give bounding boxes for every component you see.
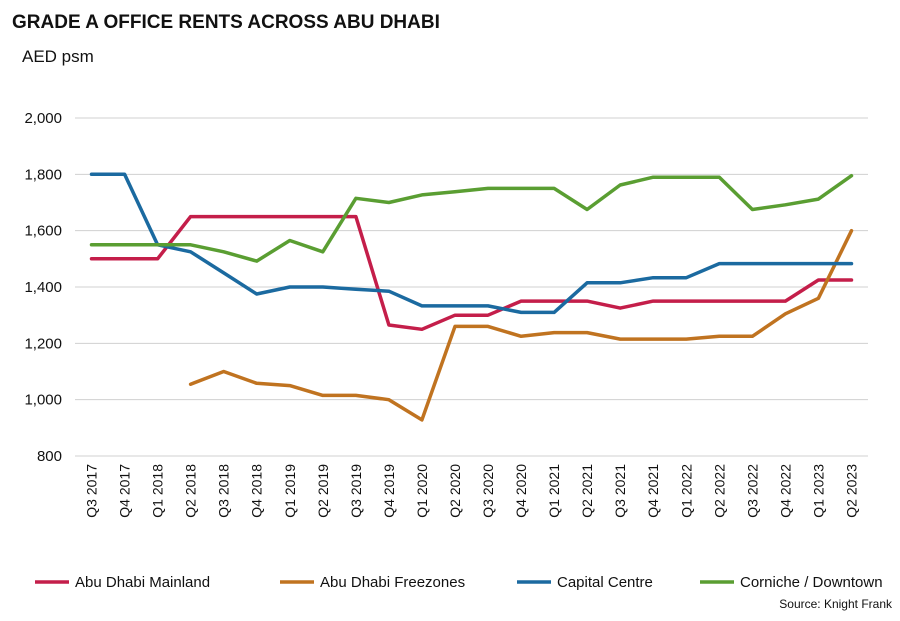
x-tick-label: Q1 2022 [678, 464, 694, 518]
series-lines [89, 172, 854, 422]
y-tick-label: 1,600 [24, 223, 62, 240]
x-tick-label: Q1 2020 [414, 464, 430, 518]
series-line-abu-dhabi-mainland [89, 214, 854, 332]
x-tick-label: Q1 2023 [810, 464, 826, 518]
x-tick-label: Q3 2021 [612, 464, 628, 518]
x-tick-label: Q2 2020 [447, 464, 463, 518]
x-tick-label: Q4 2018 [249, 464, 265, 518]
x-tick-label: Q2 2022 [711, 464, 727, 518]
x-tick-label: Q3 2018 [216, 464, 232, 518]
x-tick-label: Q3 2020 [480, 464, 496, 518]
y-tick-label: 2,000 [24, 110, 62, 127]
y-axis-unit-label: AED psm [22, 47, 94, 66]
legend-label: Abu Dhabi Freezones [320, 574, 465, 591]
x-axis-ticks: Q3 2017 Q4 2017 Q1 2018 Q2 2018 Q3 2018 Q4 20… [84, 464, 860, 518]
y-tick-label: 1,400 [24, 279, 62, 296]
x-tick-label: Q1 2021 [546, 464, 562, 518]
y-tick-label: 1,000 [24, 392, 62, 409]
x-tick-label: Q2 2023 [843, 464, 859, 518]
legend-label: Corniche / Downtown [740, 574, 883, 591]
x-tick-label: Q4 2019 [381, 464, 397, 518]
x-tick-label: Q3 2022 [744, 464, 760, 518]
source-note: Source: Knight Frank [779, 597, 893, 611]
series-line-corniche-downtown [89, 173, 854, 263]
legend-label: Capital Centre [557, 574, 653, 591]
legend-label: Abu Dhabi Mainland [75, 574, 210, 591]
chart-title: GRADE A OFFICE RENTS ACROSS ABU DHABI [12, 12, 440, 33]
x-tick-label: Q3 2019 [348, 464, 364, 518]
x-tick-label: Q4 2022 [777, 464, 793, 518]
series-line-abu-dhabi-freezones [188, 228, 854, 422]
y-tick-label: 800 [37, 448, 62, 465]
x-tick-label: Q4 2020 [513, 464, 529, 518]
x-tick-label: Q4 2021 [645, 464, 661, 518]
y-tick-label: 1,800 [24, 166, 62, 183]
series-line-capital-centre [89, 172, 854, 315]
legend: Abu Dhabi Mainland Abu Dhabi Freezones Cap… [35, 574, 883, 591]
x-tick-label: Q3 2017 [84, 464, 100, 518]
gridlines [75, 117, 868, 457]
x-tick-label: Q1 2019 [282, 464, 298, 518]
x-tick-label: Q1 2018 [150, 464, 166, 518]
x-tick-label: Q2 2019 [315, 464, 331, 518]
x-tick-label: Q2 2021 [579, 464, 595, 518]
y-tick-label: 1,200 [24, 335, 62, 352]
y-axis-ticks: 800 1,000 1,200 1,400 1,600 1,800 2,000 [24, 110, 62, 465]
x-tick-label: Q4 2017 [117, 464, 133, 518]
x-tick-label: Q2 2018 [183, 464, 199, 518]
